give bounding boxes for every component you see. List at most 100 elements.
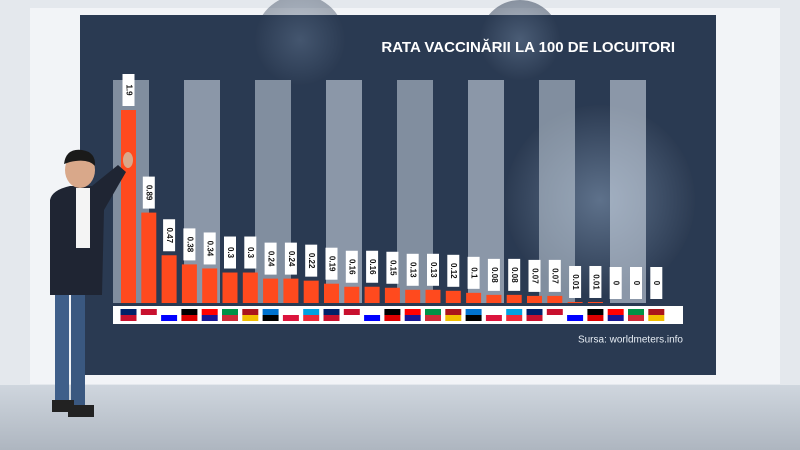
value-label: 0.01 <box>571 274 580 290</box>
value-label-box <box>650 267 663 299</box>
flag <box>648 309 665 315</box>
value-label-box <box>345 250 358 283</box>
bar <box>242 272 258 303</box>
flag <box>303 309 320 315</box>
flag <box>161 315 178 321</box>
flag <box>222 309 238 315</box>
flag <box>445 315 462 321</box>
bar <box>263 278 279 303</box>
flag <box>506 309 523 315</box>
value-label-box <box>122 74 135 106</box>
flag <box>262 315 279 321</box>
flag <box>465 309 482 315</box>
flag <box>425 315 441 321</box>
value-label-box <box>183 228 196 261</box>
value-label: 0.34 <box>206 241 215 257</box>
virus-graphic <box>480 0 560 80</box>
value-label-box <box>224 236 236 269</box>
value-label-box <box>447 254 460 287</box>
value-label: 0.01 <box>591 274 600 290</box>
value-label-box <box>203 232 216 265</box>
flag <box>445 309 462 315</box>
value-label-box <box>386 251 399 284</box>
presenter-hand <box>123 152 133 168</box>
presenter <box>50 149 133 417</box>
value-label-box <box>609 267 622 299</box>
flag <box>567 315 584 321</box>
flag <box>425 309 441 315</box>
bar <box>364 286 380 303</box>
bar <box>181 264 197 303</box>
bar <box>405 289 421 303</box>
bar <box>547 295 563 303</box>
value-label: 0.07 <box>551 268 560 284</box>
bar <box>527 295 542 303</box>
value-label: 0.12 <box>449 263 458 279</box>
chart-panel: 1.9 0.89 0.47 0.38 0.34 0.3 0.3 0.24 0.24 0.22 0.1… <box>113 74 683 324</box>
flag <box>282 315 299 321</box>
bar <box>161 255 177 303</box>
value-label: 0.89 <box>145 185 154 201</box>
flag <box>242 309 259 315</box>
flag <box>222 315 238 321</box>
bar <box>445 290 461 303</box>
flag <box>546 315 563 321</box>
value-label: 0.13 <box>429 262 438 278</box>
flag <box>161 309 178 315</box>
value-label-box <box>244 236 257 269</box>
value-label: 1.9 <box>124 84 133 96</box>
flag <box>181 309 198 315</box>
panel-stripe <box>610 80 646 303</box>
value-label: 0.22 <box>307 253 316 269</box>
bar <box>466 292 482 303</box>
value-label-box <box>528 259 541 292</box>
flag <box>648 315 665 321</box>
flag <box>262 309 279 315</box>
bar <box>587 301 603 303</box>
bar <box>425 289 441 303</box>
value-label: 0.1 <box>469 267 478 279</box>
bar <box>283 278 299 303</box>
flag <box>181 315 198 321</box>
flag <box>343 315 360 321</box>
value-label-box <box>406 253 419 286</box>
value-label-box <box>305 244 318 277</box>
flag <box>485 309 502 315</box>
value-label: 0.38 <box>185 237 194 253</box>
bar <box>303 280 319 303</box>
value-label: 0.13 <box>409 262 418 278</box>
flag <box>526 309 543 315</box>
value-label: 0.3 <box>246 247 255 259</box>
value-label-box <box>427 253 439 286</box>
value-label: 0.16 <box>368 259 377 275</box>
presenter-leg <box>55 285 69 405</box>
bar <box>121 110 136 303</box>
bar <box>384 287 400 303</box>
presenter-leg <box>71 285 85 405</box>
bar <box>567 301 583 303</box>
value-label-box <box>467 256 480 289</box>
value-label: 0.15 <box>388 260 397 276</box>
flag <box>343 309 360 315</box>
flag <box>242 315 259 321</box>
flag <box>140 315 157 321</box>
presenter-shirt <box>76 188 90 248</box>
flag <box>628 315 644 321</box>
value-label: 0 <box>652 281 661 286</box>
flag <box>384 309 401 315</box>
value-label: 0 <box>632 281 641 286</box>
flag <box>323 315 340 321</box>
value-label-box <box>284 242 297 275</box>
flag <box>485 315 502 321</box>
bar <box>141 212 157 303</box>
value-label: 0 <box>612 281 621 286</box>
chart-title: RATA VACCINĂRII LA 100 DE LOCUITORI <box>381 39 675 56</box>
flag <box>526 315 543 321</box>
bar <box>324 283 339 303</box>
flag <box>404 309 421 315</box>
value-label: 0.19 <box>327 256 336 272</box>
value-label: 0.47 <box>165 227 174 243</box>
value-label-box <box>264 242 277 275</box>
flag <box>323 309 340 315</box>
